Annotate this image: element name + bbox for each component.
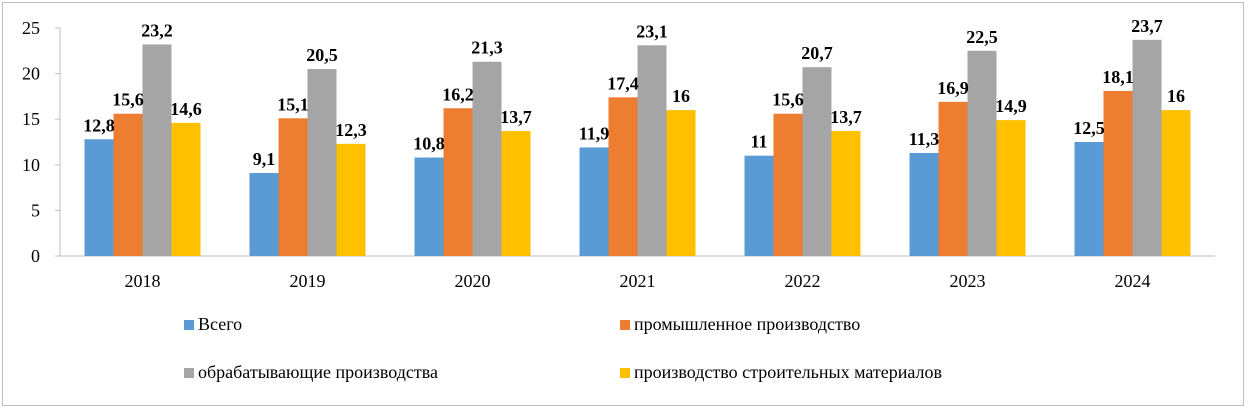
data-label: 18,1: [1102, 67, 1134, 87]
bar: [414, 157, 444, 256]
x-tick-label: 2023: [950, 271, 986, 291]
data-label: 15,1: [277, 94, 309, 114]
bar: [171, 122, 201, 257]
legend-entry: Всего: [198, 314, 242, 334]
data-label: 9,1: [253, 149, 276, 169]
bar: [666, 110, 696, 256]
bar: [501, 131, 531, 256]
legend-entry: обрабатывающие производства: [198, 362, 438, 382]
bar: [443, 108, 473, 256]
data-label: 16,9: [937, 78, 969, 98]
legend-swatch: [184, 320, 194, 330]
data-label: 14,6: [170, 99, 202, 119]
bar: [113, 113, 143, 256]
data-label: 20,5: [306, 45, 338, 65]
data-label: 17,4: [607, 73, 639, 93]
y-tick-label: 0: [31, 246, 40, 266]
bar: [249, 173, 279, 256]
legend-swatch: [184, 368, 194, 378]
data-label: 23,7: [1131, 16, 1163, 36]
bar: [579, 147, 609, 256]
x-tick-label: 2021: [620, 271, 656, 291]
bar: [608, 97, 638, 256]
bar: [909, 152, 939, 256]
data-label: 10,8: [413, 134, 445, 154]
bar: [967, 50, 997, 256]
data-label: 16: [672, 86, 690, 106]
bar: [1074, 142, 1104, 256]
data-label: 15,6: [112, 90, 144, 110]
data-label: 13,7: [500, 107, 532, 127]
bar: [773, 113, 803, 256]
data-label: 16: [1167, 86, 1185, 106]
legend-entry: производство строительных материалов: [634, 362, 942, 382]
data-label: 14,9: [995, 96, 1027, 116]
bar: [938, 101, 968, 256]
data-label: 12,3: [335, 120, 367, 140]
bar: [802, 67, 832, 256]
bar: [831, 131, 861, 256]
bar: [996, 120, 1026, 256]
data-label: 20,7: [801, 43, 833, 63]
data-label: 12,8: [83, 115, 115, 135]
bar: [142, 44, 172, 256]
bar: [1103, 90, 1133, 256]
x-tick-label: 2019: [290, 271, 326, 291]
data-label: 11: [750, 132, 767, 152]
data-label: 16,2: [442, 84, 474, 104]
bar: [307, 69, 337, 256]
y-tick-label: 15: [22, 109, 40, 129]
x-tick-label: 2024: [1115, 271, 1151, 291]
data-label: 13,7: [830, 107, 862, 127]
bar: [744, 155, 774, 256]
legend-swatch: [620, 320, 630, 330]
legend: Всего промышленное производство обрабатыва…: [184, 314, 942, 382]
data-label: 23,1: [636, 21, 668, 41]
x-tick-label: 2018: [125, 271, 161, 291]
data-label: 22,5: [966, 27, 998, 47]
bar: [1161, 110, 1191, 256]
legend-swatch: [620, 368, 630, 378]
data-labels: 12,8 15,6 23,2 14,6 9,1 15,1 20,5 12,3 10,8 16,2 2…: [83, 16, 1185, 169]
data-label: 11,3: [909, 129, 940, 149]
y-tick-label: 25: [22, 18, 40, 38]
data-label: 11,9: [579, 123, 610, 143]
bars: [84, 39, 1191, 257]
bar: [278, 118, 308, 257]
x-tick-label: 2022: [785, 271, 821, 291]
bar: [637, 45, 667, 256]
y-tick-label: 20: [22, 64, 40, 84]
x-tick-label: 2020: [455, 271, 491, 291]
bar: [84, 139, 114, 256]
data-label: 23,2: [141, 20, 173, 40]
y-tick-label: 10: [22, 155, 40, 175]
legend-entry: промышленное производство: [634, 314, 860, 334]
data-label: 15,6: [772, 90, 804, 110]
data-label: 12,5: [1073, 118, 1105, 138]
bar: [1132, 39, 1162, 256]
bar: [472, 61, 502, 256]
bar: [336, 143, 366, 256]
data-label: 21,3: [471, 38, 503, 58]
y-tick-label: 5: [31, 200, 40, 220]
